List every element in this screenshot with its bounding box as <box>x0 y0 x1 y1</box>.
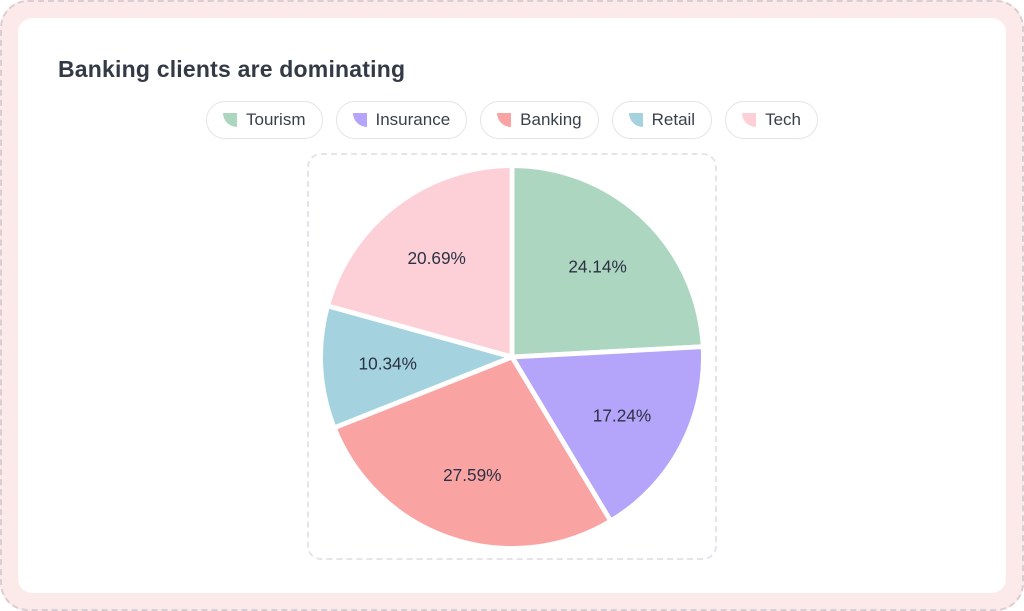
pie-slice-insurance[interactable] <box>509 343 706 523</box>
legend-label: Retail <box>651 110 696 129</box>
legend-label: Tech <box>765 110 801 129</box>
legend: Tourism Insurance Banking Retail Tech <box>58 101 966 139</box>
pie-slice-label: 17.24% <box>593 405 651 425</box>
pie-slice-retail[interactable] <box>318 302 515 430</box>
legend-item-insurance[interactable]: Insurance <box>335 101 468 139</box>
legend-item-banking[interactable]: Banking <box>480 101 599 139</box>
pie-slice-label: 24.14% <box>568 256 626 276</box>
legend-label: Tourism <box>245 110 306 129</box>
legend-item-retail[interactable]: Retail <box>611 101 713 139</box>
pie-slice-tech[interactable] <box>325 162 515 359</box>
legend-label: Banking <box>520 110 582 129</box>
pie-slice-banking[interactable] <box>331 354 614 551</box>
chart-card: Banking clients are dominating Tourism In… <box>18 18 1006 593</box>
chart-area: 24.14% 17.24% 27.59% 10.34% 20.69% <box>307 153 717 560</box>
pie-slice-label: 27.59% <box>443 464 501 484</box>
pie-slice-icon <box>742 113 757 127</box>
pie-chart: 24.14% 17.24% 27.59% 10.34% 20.69% <box>318 162 706 551</box>
pie-slice-icon <box>352 113 367 127</box>
pie-slice-icon <box>628 113 643 127</box>
legend-item-tourism[interactable]: Tourism <box>205 101 323 139</box>
legend-label: Insurance <box>375 110 451 129</box>
legend-item-tech[interactable]: Tech <box>725 101 818 139</box>
pie-slice-icon <box>497 113 512 127</box>
pie-slice-icon <box>222 113 237 127</box>
pie-slice-label: 20.69% <box>407 247 465 267</box>
pie-slice-label: 10.34% <box>359 353 417 373</box>
page-title: Banking clients are dominating <box>58 56 406 82</box>
pie-slice-tourism[interactable] <box>509 162 706 359</box>
